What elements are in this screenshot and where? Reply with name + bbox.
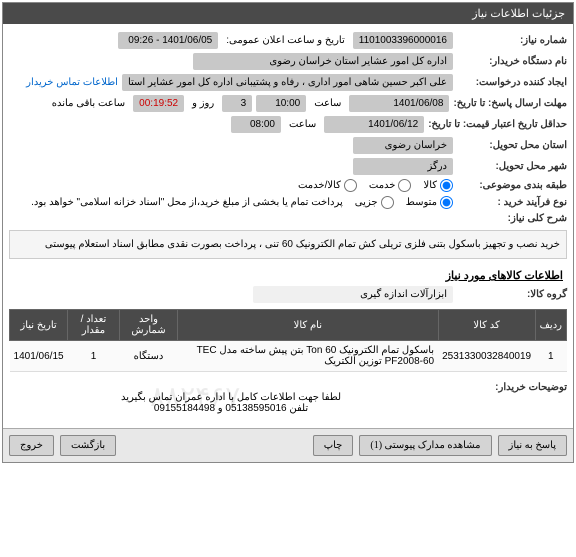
row-city: شهر محل تحویل: درگز (9, 156, 567, 177)
radio-category-goods[interactable]: کالا (423, 179, 453, 192)
label-hour: ساعت (314, 98, 341, 109)
radio-input-goods[interactable] (440, 179, 453, 192)
row-process: نوع فرآیند خرید : متوسط جزیی پرداخت تمام… (9, 194, 567, 211)
th-unit: واحد شمارش (119, 310, 177, 341)
details-panel: جزئیات اطلاعات نیاز شماره نیاز: 11010033… (2, 2, 574, 463)
radio-group-category: کالا خدمت کالا/خدمت (298, 179, 453, 192)
radio-input-service[interactable] (398, 179, 411, 192)
label-announce-date: تاریخ و ساعت اعلان عمومی: (226, 35, 345, 46)
label-deadline: مهلت ارسال پاسخ: تا تاریخ: (453, 98, 567, 109)
reply-button[interactable]: پاسخ به نیاز (498, 435, 568, 456)
value-goods-group: ابزارآلات اندازه گیری (253, 286, 453, 303)
value-validity-hour: 08:00 (231, 116, 281, 133)
value-announce-date: 1401/06/05 - 09:26 (118, 32, 218, 49)
link-contact-buyer[interactable]: اطلاعات تماس خریدار (26, 77, 118, 88)
row-category: طبقه بندی موضوعی: کالا خدمت کالا/خدمت (9, 177, 567, 194)
th-date: تاریخ نیاز (10, 310, 68, 341)
value-need-number: 1101003396000016 (353, 32, 453, 49)
radio-category-both[interactable]: کالا/خدمت (298, 179, 357, 192)
label-validity: حداقل تاریخ اعتبار قیمت: تا تاریخ: (428, 119, 567, 130)
row-province: استان محل تحویل: خراسان رضوی (9, 135, 567, 156)
label-buyer-note: توضیحات خریدار: (457, 382, 567, 393)
panel-title: جزئیات اطلاعات نیاز (3, 3, 573, 24)
label-process: نوع فرآیند خرید : (457, 197, 567, 208)
exit-button[interactable]: خروج (9, 435, 54, 456)
buyer-note-line1: لطفا جهت اطلاعات کامل با اداره عمران تما… (15, 392, 447, 403)
print-button[interactable]: چاپ (313, 435, 354, 456)
label-requester: ایجاد کننده درخواست: (457, 77, 567, 88)
radio-input-medium[interactable] (440, 196, 453, 209)
value-province: خراسان رضوی (353, 137, 453, 154)
th-qty: تعداد / مقدار (68, 310, 120, 341)
radio-group-process: متوسط جزیی (355, 196, 453, 209)
radio-label-goods: کالا (423, 180, 437, 191)
label-category: طبقه بندی موضوعی: (457, 180, 567, 191)
radio-process-medium[interactable]: متوسط (406, 196, 453, 209)
cell-unit: دستگاه (119, 341, 177, 372)
value-deadline-date: 1401/06/08 (349, 95, 449, 112)
row-description: شرح کلی نیاز: (9, 211, 567, 226)
label-validity-hour: ساعت (289, 119, 316, 130)
cell-name: باسکول تمام الکترونیک Ton 60 بتن پیش ساخ… (178, 341, 439, 372)
radio-input-both[interactable] (344, 179, 357, 192)
value-requester: علی اکبر حسین شاهی امور اداری ، رفاه و پ… (122, 74, 453, 91)
panel-body: شماره نیاز: 1101003396000016 تاریخ و ساع… (3, 24, 573, 428)
back-button[interactable]: بازگشت (60, 435, 116, 456)
label-goods-group: گروه کالا: (457, 289, 567, 300)
value-buyer-name: اداره کل امور عشایر استان خراسان رضوی (193, 53, 453, 70)
process-note: پرداخت تمام یا بخشی از مبلغ خرید،از محل … (31, 197, 343, 208)
table-row: 1 2531330032840019 باسکول تمام الکترونیک… (10, 341, 567, 372)
label-need-number: شماره نیاز: (457, 35, 567, 46)
row-goods-group: گروه کالا: ابزارآلات اندازه گیری (9, 284, 567, 305)
th-code: کد کالا (438, 310, 535, 341)
label-buyer-name: نام دستگاه خریدار: (457, 56, 567, 67)
table-header-row: ردیف کد کالا نام کالا واحد شمارش تعداد /… (10, 310, 567, 341)
label-remaining: ساعت باقی مانده (52, 98, 125, 109)
label-description: شرح کلی نیاز: (457, 213, 567, 224)
row-deadline: مهلت ارسال پاسخ: تا تاریخ: 1401/06/08 سا… (9, 93, 567, 114)
radio-label-both: کالا/خدمت (298, 180, 341, 191)
value-city: درگز (353, 158, 453, 175)
th-name: نام کالا (178, 310, 439, 341)
cell-date: 1401/06/15 (10, 341, 68, 372)
section-goods-title: اطلاعات کالاهای مورد نیاز (9, 263, 567, 284)
buyer-note-box: لطفا جهت اطلاعات کامل با اداره عمران تما… (9, 386, 453, 420)
value-deadline-days: 3 (222, 95, 252, 112)
value-deadline-hour: 10:00 (256, 95, 306, 112)
row-buyer-note: توضیحات خریدار: لطفا جهت اطلاعات کامل با… (9, 380, 567, 422)
label-province: استان محل تحویل: (457, 140, 567, 151)
attachments-button[interactable]: مشاهده مدارک پیوستی (1) (359, 435, 491, 456)
row-validity: حداقل تاریخ اعتبار قیمت: تا تاریخ: 1401/… (9, 114, 567, 135)
cell-idx: 1 (535, 341, 566, 372)
row-requester: ایجاد کننده درخواست: علی اکبر حسین شاهی … (9, 72, 567, 93)
radio-label-minor: جزیی (355, 197, 378, 208)
label-day-and: روز و (192, 98, 214, 109)
goods-table: ردیف کد کالا نام کالا واحد شمارش تعداد /… (9, 309, 567, 372)
cell-code: 2531330032840019 (438, 341, 535, 372)
radio-process-minor[interactable]: جزیی (355, 196, 394, 209)
row-need-number: شماره نیاز: 1101003396000016 تاریخ و ساع… (9, 30, 567, 51)
row-buyer-name: نام دستگاه خریدار: اداره کل امور عشایر ا… (9, 51, 567, 72)
cell-qty: 1 (68, 341, 120, 372)
th-idx: ردیف (535, 310, 566, 341)
buyer-note-line2: تلفن 05138595016 و 09155184498 (15, 403, 447, 414)
radio-category-service[interactable]: خدمت (369, 179, 412, 192)
radio-label-service: خدمت (369, 180, 396, 191)
radio-label-medium: متوسط (406, 197, 437, 208)
description-text: خرید نصب و تجهیز باسکول بتنی فلزی تریلی … (9, 230, 567, 259)
radio-input-minor[interactable] (381, 196, 394, 209)
value-countdown: 00:19:52 (133, 95, 184, 112)
label-city: شهر محل تحویل: (457, 161, 567, 172)
value-validity-date: 1401/06/12 (324, 116, 424, 133)
buttons-row: پاسخ به نیاز مشاهده مدارک پیوستی (1) چاپ… (3, 428, 573, 462)
